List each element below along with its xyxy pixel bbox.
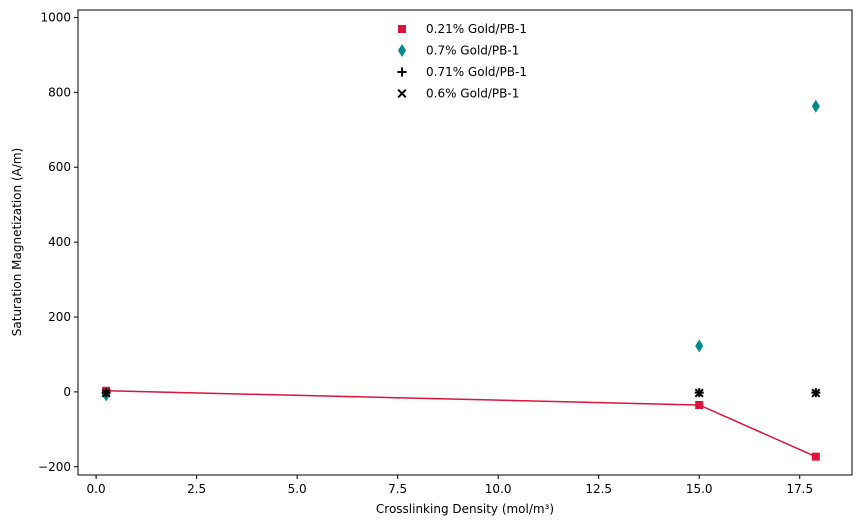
data-point: [101, 388, 111, 398]
data-point: [811, 452, 820, 461]
legend-marker: [398, 44, 406, 57]
y-tick-label: −200: [38, 460, 71, 474]
data-point: [695, 339, 704, 353]
y-tick-label: 600: [48, 160, 71, 174]
data-point: [694, 388, 704, 398]
x-axis-label: Crosslinking Density (mol/m³): [376, 502, 554, 516]
y-tick-label: 200: [48, 310, 71, 324]
y-tick-label: 0: [63, 385, 71, 399]
x-axis-ticks: 0.0 2.5 5.0 7.5 10.0 12.5 15.0 17.5: [87, 475, 813, 496]
x-tick-label: 17.5: [786, 482, 813, 496]
legend-marker: [397, 88, 407, 99]
data-point: [811, 99, 820, 113]
y-axis-ticks: −200 0 200 400 600 800 1000: [38, 10, 78, 474]
legend-label: 0.6% Gold/PB-1: [426, 87, 519, 101]
y-tick-label: 800: [48, 85, 71, 99]
x-tick-label: 15.0: [686, 482, 713, 496]
data-point: [695, 400, 704, 409]
legend-item: 0.6% Gold/PB-1: [397, 87, 519, 101]
x-tick-label: 2.5: [187, 482, 206, 496]
data-point: [811, 388, 821, 398]
x-tick-label: 5.0: [288, 482, 307, 496]
legend-label: 0.21% Gold/PB-1: [426, 22, 527, 36]
x-tick-label: 7.5: [388, 482, 407, 496]
axes-frame: [77, 9, 853, 476]
x-tick-label: 12.5: [585, 482, 612, 496]
legend: 0.21% Gold/PB-1 0.7% Gold/PB-1 0.71% Gold/…: [397, 22, 527, 101]
y-tick-label: 1000: [40, 10, 71, 24]
x-tick-label: 0.0: [87, 482, 106, 496]
legend-item: 0.7% Gold/PB-1: [398, 44, 519, 58]
legend-item: 0.71% Gold/PB-1: [397, 65, 527, 79]
series-line: [106, 390, 817, 458]
legend-label: 0.7% Gold/PB-1: [426, 44, 519, 58]
x-tick-label: 10.0: [485, 482, 512, 496]
legend-label: 0.71% Gold/PB-1: [426, 65, 527, 79]
legend-marker: [398, 25, 406, 33]
plot-area: [101, 99, 821, 461]
legend-marker: [397, 67, 407, 77]
y-axis-label: Saturation Magnetization (A/m): [10, 148, 24, 336]
y-tick-label: 400: [48, 235, 71, 249]
legend-item: 0.21% Gold/PB-1: [398, 22, 527, 36]
